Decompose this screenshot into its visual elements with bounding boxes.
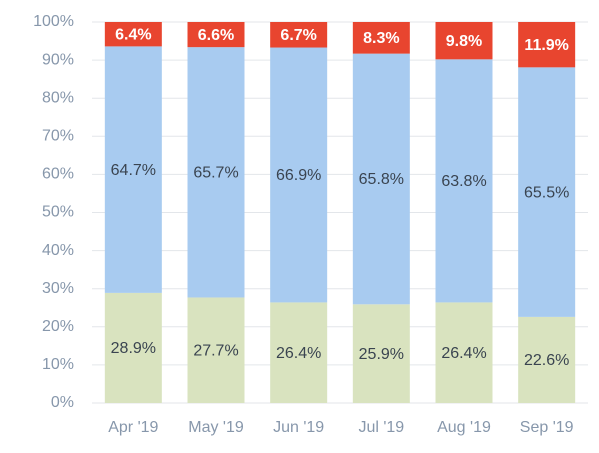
bar-segment: [187, 47, 245, 298]
data-label: 26.4%: [276, 345, 321, 362]
x-tick-label: Aug '19: [437, 419, 491, 436]
x-tick-label: Sep '19: [520, 419, 574, 436]
data-label: 65.7%: [193, 165, 238, 182]
bar-segment: [104, 46, 162, 293]
bar-segment: [435, 59, 493, 303]
data-label: 63.8%: [441, 173, 486, 190]
bar-segment: [518, 67, 576, 317]
bar-segment: [435, 22, 493, 60]
y-tick-label: 70%: [42, 128, 74, 145]
data-label: 8.3%: [363, 30, 399, 47]
y-tick-label: 60%: [42, 166, 74, 183]
bar-segment: [352, 304, 410, 403]
data-label: 65.5%: [524, 184, 569, 201]
data-label: 22.6%: [524, 352, 569, 369]
y-tick-label: 50%: [42, 204, 74, 221]
bar-segment: [104, 22, 162, 47]
x-tick-label: Apr '19: [108, 419, 158, 436]
bar-segment: [270, 22, 328, 48]
data-label: 6.6%: [198, 27, 234, 44]
data-label: 28.9%: [111, 340, 156, 357]
bar-segment: [352, 53, 410, 305]
data-label: 66.9%: [276, 167, 321, 184]
y-tick-label: 20%: [42, 318, 74, 335]
y-tick-label: 40%: [42, 242, 74, 259]
data-label: 6.4%: [115, 26, 151, 43]
y-tick-label: 90%: [42, 51, 74, 68]
data-label: 11.9%: [524, 37, 568, 54]
bar-segment: [352, 22, 410, 54]
data-label: 64.7%: [111, 162, 156, 179]
bar-segment: [518, 316, 576, 403]
bar-segment: [270, 47, 328, 303]
data-label: 26.4%: [441, 345, 486, 362]
bar-segment: [435, 302, 493, 403]
data-label: 25.9%: [359, 346, 404, 363]
data-label: 9.8%: [446, 33, 482, 50]
data-label: 65.8%: [359, 171, 404, 188]
bar-segment: [187, 297, 245, 403]
bar-segment: [270, 302, 328, 403]
bar-segment: [187, 22, 245, 48]
data-label: 27.7%: [193, 342, 238, 359]
x-tick-label: Jun '19: [273, 419, 324, 436]
y-tick-label: 100%: [33, 13, 74, 30]
y-tick-label: 80%: [42, 89, 74, 106]
bar-segment: [104, 292, 162, 403]
data-label: 6.7%: [280, 27, 316, 44]
y-tick-label: 10%: [42, 356, 74, 373]
y-tick-label: 30%: [42, 280, 74, 297]
y-tick-label: 0%: [51, 394, 74, 411]
bar-segment: [518, 22, 576, 68]
x-tick-label: Jul '19: [358, 419, 404, 436]
x-tick-label: May '19: [188, 419, 244, 436]
